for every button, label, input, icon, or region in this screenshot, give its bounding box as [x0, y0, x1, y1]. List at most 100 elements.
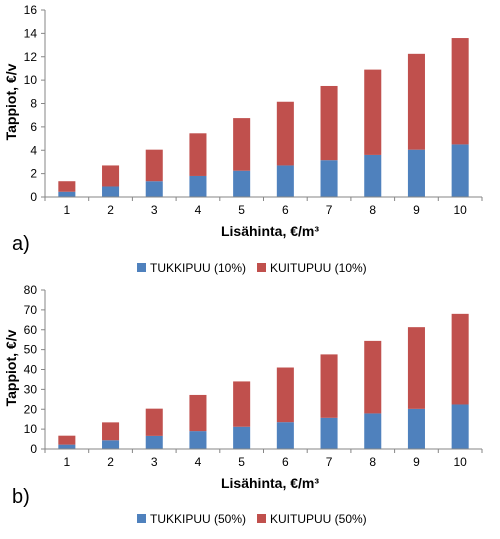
- chart-b-x-tick-label: 4: [195, 455, 202, 469]
- chart-b-bar-tukkipuu: [407, 408, 425, 449]
- chart-a-bar-kuitupuu: [233, 118, 251, 171]
- chart-a-bar-tukkipuu: [364, 154, 382, 197]
- chart-a-y-tick-label: 16: [24, 3, 38, 17]
- chart-a-y-tick-label: 6: [30, 120, 37, 134]
- chart-b-bar-kuitupuu: [102, 422, 120, 441]
- chart-b-x-axis-title: Lisähinta, €/m³: [221, 475, 319, 491]
- chart-b-bar-tukkipuu: [320, 417, 338, 449]
- chart-b-bar-tukkipuu: [276, 422, 294, 449]
- chart-a-bar-tukkipuu: [145, 181, 163, 197]
- chart-a-x-tick-label: 8: [369, 203, 376, 217]
- chart-a-bar-kuitupuu: [407, 53, 425, 150]
- chart-b-bar-tukkipuu: [451, 404, 469, 449]
- chart-b-bar-kuitupuu: [276, 367, 294, 423]
- chart-a-bar-tukkipuu: [320, 160, 338, 197]
- chart-a-x-tick-label: 7: [326, 203, 333, 217]
- chart-b-x-tick-label: 5: [238, 455, 245, 469]
- chart-b-y-tick-label: 10: [24, 422, 38, 436]
- chart-b-x-tick-label: 6: [282, 455, 289, 469]
- chart-b-x-tick-label: 7: [326, 455, 333, 469]
- chart-a-y-ticks: 0 2 4 6 8 10 12 14 16: [24, 3, 38, 204]
- chart-b-x-tick-label: 1: [64, 455, 71, 469]
- chart-b-bar-tukkipuu: [58, 444, 76, 449]
- chart-a-x-tick-label: 10: [453, 203, 467, 217]
- chart-b-legend-label: TUKKIPUU (50%): [150, 512, 246, 526]
- chart-a-bar-kuitupuu: [451, 38, 469, 145]
- chart-a-y-tick-label: 12: [24, 50, 38, 64]
- chart-b-x-tick-label: 2: [107, 455, 114, 469]
- chart-b-x-ticks: 1 2 3 4 5 6 7 8 9 10: [64, 455, 468, 469]
- chart-b-bar-kuitupuu: [189, 394, 207, 432]
- chart-b-bar-kuitupuu: [58, 435, 76, 445]
- chart-a-x-tick-label: 2: [107, 203, 114, 217]
- chart-b-y-tick-label: 80: [24, 283, 38, 297]
- chart-b-bar-kuitupuu: [233, 381, 251, 427]
- chart-b-legend-swatch: [137, 514, 146, 523]
- chart-a-bar-kuitupuu: [189, 133, 207, 176]
- chart-a-y-tick-label: 14: [24, 26, 38, 40]
- chart-b-bar-tukkipuu: [189, 431, 207, 449]
- chart-a-x-ticks: 1 2 3 4 5 6 7 8 9 10: [64, 203, 468, 217]
- chart-a-y-tick-label: 10: [24, 73, 38, 87]
- chart-b-bar-kuitupuu: [451, 313, 469, 405]
- chart-a-legend: TUKKIPUU (10%) KUITUPUU (10%): [137, 261, 367, 275]
- chart-b-bar-tukkipuu: [233, 426, 251, 449]
- chart-b-panel-label: b): [12, 486, 30, 508]
- chart-a-bar-tukkipuu: [451, 144, 469, 197]
- chart-a-y-axis-title: Tappiot, €/v: [3, 63, 19, 140]
- chart-a-bar-tukkipuu: [102, 186, 120, 197]
- chart-a-x-tick-label: 1: [64, 203, 71, 217]
- chart-b-legend-swatch: [257, 514, 266, 523]
- chart-a-bar-tukkipuu: [407, 149, 425, 197]
- chart-b: 0 10 20 30 40 50 60 70 80 1 2 3 4 5 6 7 8 9 10 Tappiot, €…: [3, 283, 483, 526]
- chart-a-panel-label: a): [12, 233, 30, 255]
- chart-b-bar-kuitupuu: [407, 327, 425, 409]
- chart-b-y-tick-label: 70: [24, 303, 38, 317]
- chart-b-x-tick-label: 9: [413, 455, 420, 469]
- chart-a-x-tick-label: 9: [413, 203, 420, 217]
- chart-a-y-tick-label: 2: [30, 167, 37, 181]
- chart-b-y-tick-label: 20: [24, 402, 38, 416]
- chart-b-bar-tukkipuu: [364, 413, 382, 449]
- chart-b-x-tick-label: 3: [151, 455, 158, 469]
- chart-a-x-tick-label: 3: [151, 203, 158, 217]
- chart-b-y-tick-label: 50: [24, 343, 38, 357]
- chart-b-y-axis-title: Tappiot, €/v: [3, 329, 19, 406]
- chart-a-bar-kuitupuu: [102, 165, 120, 187]
- chart-b-bar-tukkipuu: [102, 440, 120, 449]
- chart-a-y-tick-label: 0: [30, 190, 37, 204]
- chart-a-bar-kuitupuu: [364, 69, 382, 155]
- chart-a-bars: [58, 38, 469, 197]
- chart-b-legend: TUKKIPUU (50%) KUITUPUU (50%): [137, 512, 367, 526]
- chart-a-x-tick-label: 5: [238, 203, 245, 217]
- chart-b-bars: [58, 313, 469, 449]
- chart-a-legend-label: TUKKIPUU (10%): [150, 261, 246, 275]
- chart-b-bar-kuitupuu: [145, 408, 163, 436]
- chart-b-bar-tukkipuu: [145, 435, 163, 449]
- chart-b-x-tick-label: 10: [453, 455, 467, 469]
- chart-a-x-tick-label: 4: [195, 203, 202, 217]
- chart-a-bar-tukkipuu: [276, 165, 294, 197]
- chart-b-axes: [41, 289, 483, 453]
- chart-a-legend-swatch: [137, 263, 146, 272]
- chart-a-bar-tukkipuu: [233, 170, 251, 197]
- chart-b-y-ticks: 0 10 20 30 40 50 60 70 80: [24, 283, 38, 456]
- chart-a-x-tick-label: 6: [282, 203, 289, 217]
- chart-b-x-tick-label: 8: [369, 455, 376, 469]
- chart-a-bar-tukkipuu: [58, 191, 76, 197]
- chart-a-axes: [41, 9, 483, 201]
- chart-a-y-tick-label: 8: [30, 97, 37, 111]
- chart-a-bar-tukkipuu: [189, 175, 207, 197]
- chart-b-y-tick-label: 60: [24, 323, 38, 337]
- chart-a-bar-kuitupuu: [145, 149, 163, 182]
- chart-b-y-tick-label: 40: [24, 363, 38, 377]
- chart-b-y-tick-label: 0: [30, 442, 37, 456]
- chart-a-y-tick-label: 4: [30, 143, 37, 157]
- chart-a-x-axis-title: Lisähinta, €/m³: [221, 223, 319, 239]
- chart-a-legend-swatch: [257, 263, 266, 272]
- chart-a-bar-kuitupuu: [320, 85, 338, 161]
- chart-a-legend-label: KUITUPUU (10%): [270, 261, 367, 275]
- chart-b-bar-kuitupuu: [364, 340, 382, 414]
